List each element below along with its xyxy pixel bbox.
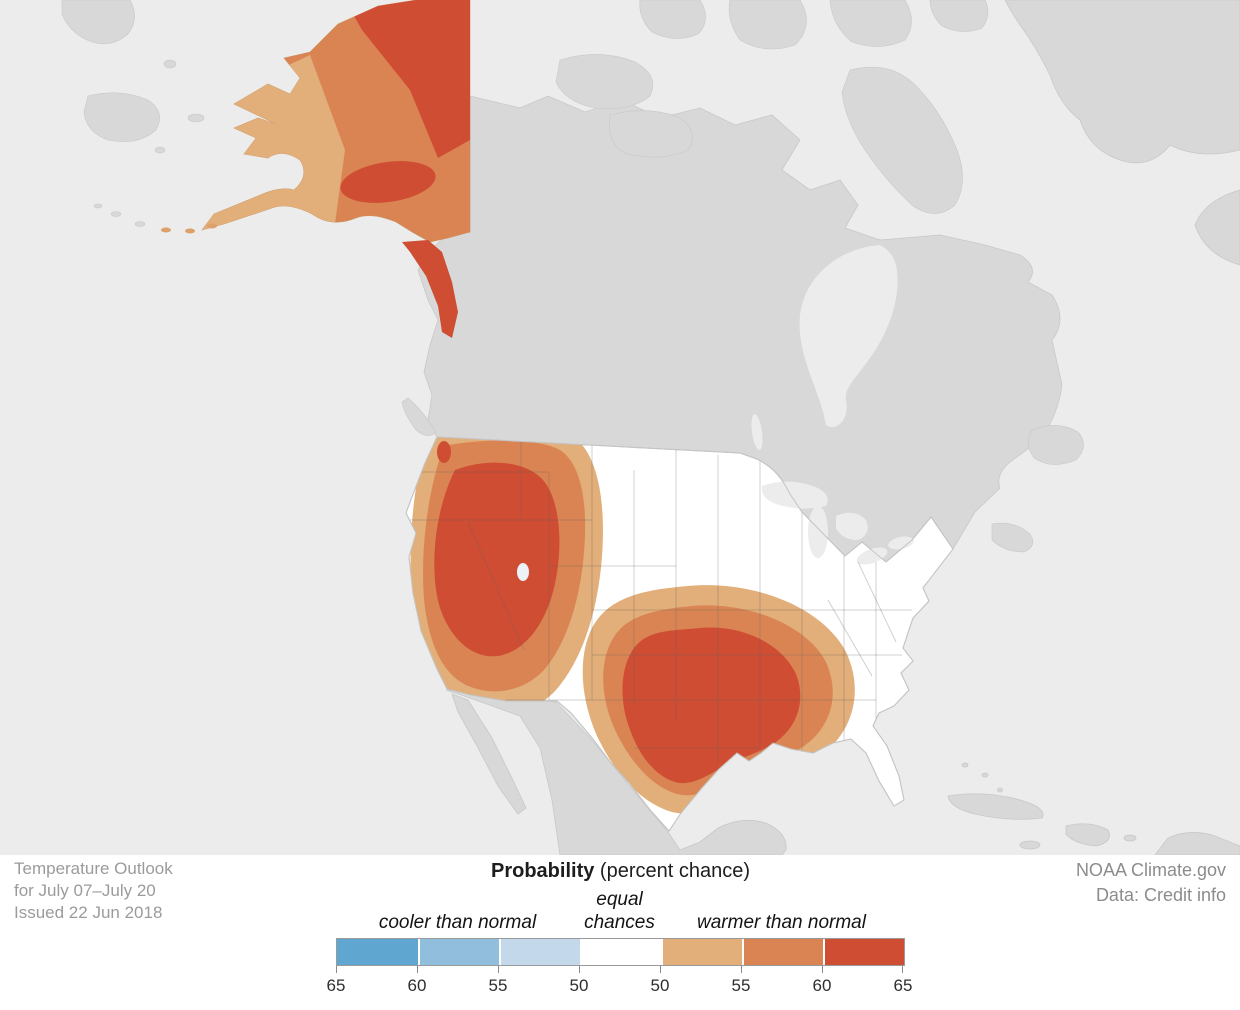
legend-tick-labels: 65 60 55 50 50 55 60 65 [327,976,913,998]
tick-label: 60 [812,976,832,995]
lake-huron [836,512,868,540]
tick-label: 65 [893,976,913,995]
lake-michigan [808,506,828,558]
alaska-warm-65-south-coast [340,161,436,203]
legend-segment-cooler-55 [499,939,580,965]
jamaica [1019,840,1041,850]
newfoundland [1028,425,1084,465]
credits: NOAA Climate.gov Data: Credit info [1076,858,1226,908]
lake-erie [856,547,888,565]
west-warm-65 [434,462,560,657]
legend-segment-cooler-60 [418,939,499,965]
equal-chances-label: equal chances [579,888,660,934]
tick-label: 50 [569,976,589,995]
legend-segment-equal [580,939,661,965]
nova-scotia [991,522,1034,553]
warmer-label: warmer than normal [697,912,866,933]
chukotka-and-bering-islands [61,0,205,227]
tick-label: 55 [488,976,508,995]
credit-data: Data: Credit info [1095,885,1226,905]
legend-segment-warmer-55 [661,939,742,965]
legend-color-bar [336,938,905,966]
hispaniola [1065,823,1110,847]
outlook-caption-line-2: for July 07–July 20 [14,881,156,900]
us-probability-shading [410,437,855,814]
south-warm-65 [622,627,801,784]
legend-title-suffix: (percent chance) [594,860,750,882]
us-outline [405,436,954,832]
lake-winnipeg [751,414,763,450]
inland-water [751,245,914,565]
tick-label: 55 [731,976,751,995]
outlook-caption-line-1: Temperature Outlook [14,859,173,878]
tick-label: 65 [326,976,346,995]
legend-category-labels: cooler than normal equal chances warmer … [336,886,905,936]
legend-segment-warmer-60 [742,939,823,965]
washington-coast-warm-65 [437,441,451,463]
mexico-mainland [445,689,787,855]
legend-segment-warmer-65 [823,939,904,965]
lake-ontario [888,536,914,550]
south-america-corner [1154,832,1240,855]
equal-chances-line-2: chances [584,912,655,933]
mexico-and-caribbean [445,689,1240,855]
great-salt-lake [517,563,529,581]
legend-title-bold: Probability [491,860,595,882]
legend-title: Probability (percent chance) [336,860,905,886]
hudson-bay [799,245,898,428]
outlook-caption: Temperature Outlook for July 07–July 20 … [14,858,173,924]
legend-tick-marks [336,966,905,974]
cooler-label: cooler than normal [378,912,537,933]
baja-peninsula [451,693,527,815]
probability-legend: Probability (percent chance) cooler than… [327,860,913,998]
arctic-islands [555,0,989,214]
alaska-panhandle-warm-65 [402,240,458,338]
credit-source: NOAA Climate.gov [1075,860,1226,880]
vancouver-island [401,397,437,436]
outlook-caption-line-3: Issued 22 Jun 2018 [14,903,163,922]
lake-superior [761,481,828,509]
legend-segment-cooler-65 [337,939,418,965]
alaska-warm-65-north [345,0,470,158]
greenland [1004,0,1240,266]
tick-label: 60 [407,976,427,995]
aleutian-islands [161,223,217,234]
east-canada-islands [401,397,1084,553]
cuba [947,793,1044,820]
north-america-map [0,0,1240,855]
equal-chances-line-1: equal [596,889,643,910]
tick-label: 50 [650,976,670,995]
map-area [0,0,1240,855]
legend-strip: Temperature Outlook for July 07–July 20 … [0,855,1240,1010]
state-borders [406,437,912,762]
